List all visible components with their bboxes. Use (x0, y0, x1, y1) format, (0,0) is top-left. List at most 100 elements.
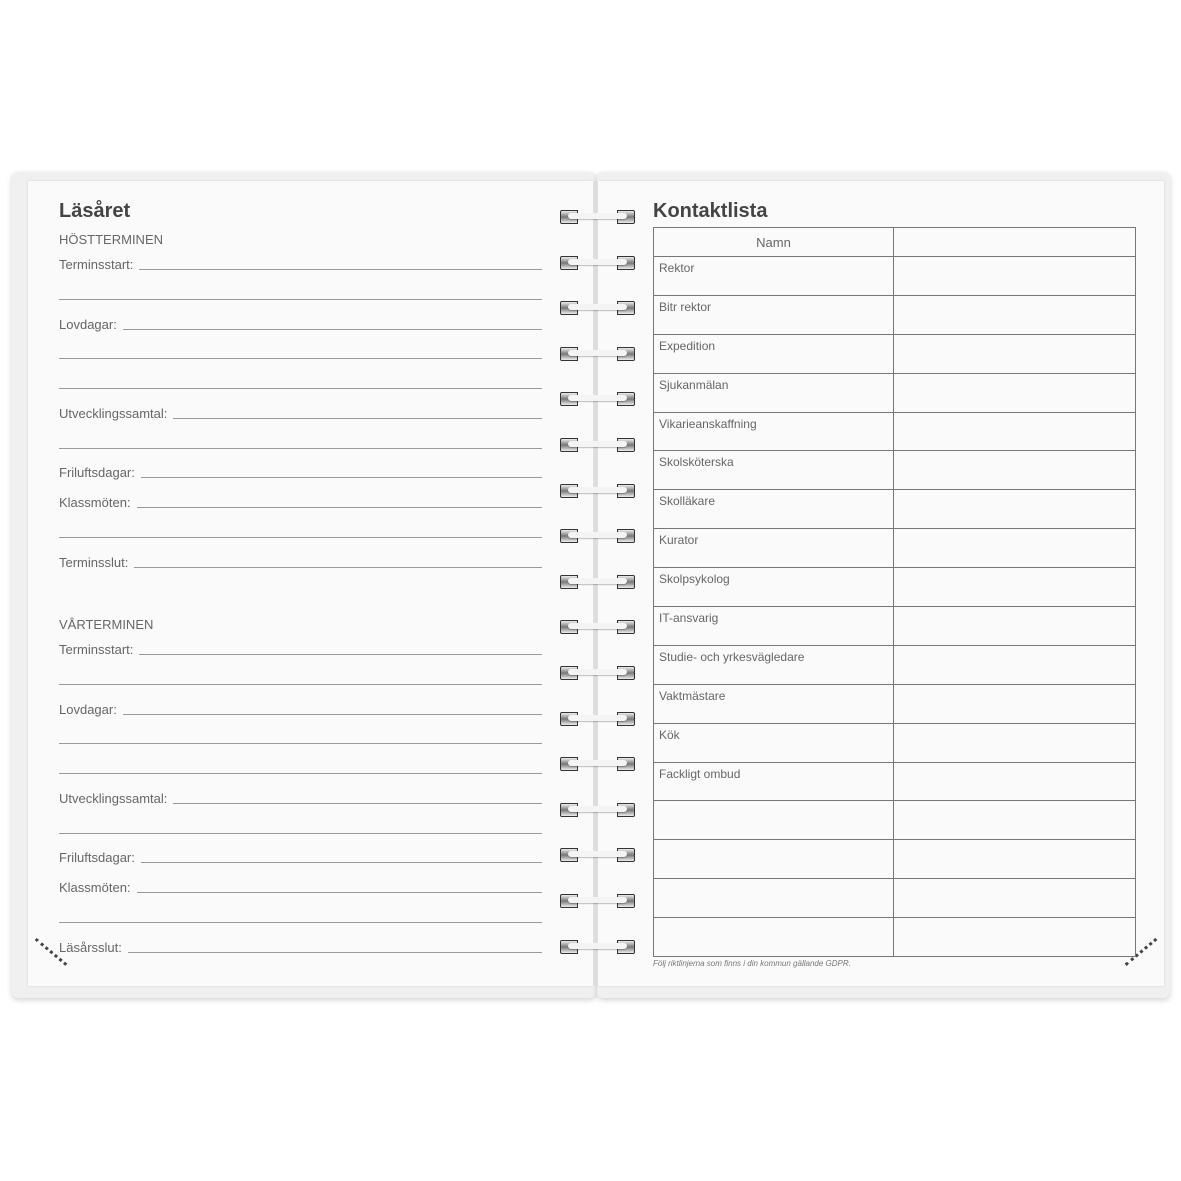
write-line[interactable] (134, 566, 542, 568)
write-line[interactable] (122, 328, 542, 330)
contact-role[interactable]: Kök (653, 722, 894, 763)
write-line[interactable] (127, 951, 542, 953)
contact-value[interactable] (893, 450, 1136, 491)
contact-role[interactable] (653, 917, 894, 958)
write-line[interactable] (139, 269, 542, 270)
contact-role[interactable]: Vikarieanskaffning (653, 411, 894, 452)
field-label: Klassmöten: (59, 880, 131, 895)
write-line[interactable] (59, 683, 542, 685)
contact-role[interactable]: Vaktmästare (653, 683, 894, 724)
contact-value[interactable] (893, 644, 1136, 685)
write-line[interactable] (59, 773, 542, 774)
form-line[interactable]: Läsårsslut: (59, 935, 542, 955)
contact-row: Sjukanmälan (653, 372, 1136, 413)
contact-value[interactable] (893, 722, 1136, 763)
contact-role[interactable]: IT-ansvarig (653, 606, 894, 646)
write-line[interactable] (59, 536, 542, 538)
write-line[interactable] (59, 358, 542, 360)
contact-value[interactable] (893, 256, 1136, 296)
spiral-ring (560, 802, 635, 817)
contact-row: Vikarieanskaffning (653, 411, 1136, 452)
spiral-ring (560, 620, 635, 635)
contact-role[interactable]: Rektor (653, 256, 894, 296)
spiral-ring (560, 529, 635, 544)
contact-row: Bitr rektor (653, 294, 1136, 335)
form-line[interactable]: Utvecklingssamtal: (59, 401, 542, 421)
spiral-ring (560, 210, 635, 224)
contact-value[interactable] (893, 800, 1136, 841)
form-line[interactable]: Friluftsdagar: (59, 460, 542, 480)
form-line[interactable] (59, 431, 542, 451)
contact-role[interactable] (653, 800, 894, 841)
write-line[interactable] (59, 388, 542, 389)
contact-row: Kök (653, 722, 1136, 763)
form-line[interactable] (59, 341, 542, 361)
contact-role[interactable]: Kurator (653, 528, 894, 569)
write-line[interactable] (136, 892, 542, 893)
write-line[interactable] (173, 802, 542, 804)
contact-role[interactable]: Fackligt ombud (653, 761, 894, 802)
form-line[interactable]: Lovdagar: (59, 697, 542, 717)
write-line[interactable] (122, 713, 542, 715)
contact-role[interactable]: Bitr rektor (653, 294, 894, 335)
form-line[interactable] (59, 756, 542, 776)
form-line[interactable] (59, 667, 542, 687)
contact-value[interactable] (893, 411, 1136, 452)
contact-value[interactable] (893, 606, 1136, 646)
contact-role[interactable] (653, 839, 894, 880)
write-line[interactable] (173, 417, 542, 419)
contact-role[interactable]: Expedition (653, 333, 894, 374)
write-line[interactable] (136, 507, 542, 508)
form-line[interactable] (59, 520, 542, 540)
form-line[interactable] (59, 282, 542, 302)
write-line[interactable] (59, 743, 542, 745)
table-header-row: Namn (653, 227, 1136, 257)
contact-role[interactable]: Skolläkare (653, 489, 894, 530)
contact-role[interactable]: Skolsköterska (653, 450, 894, 491)
spiral-ring (560, 711, 635, 726)
form-line[interactable] (59, 905, 542, 925)
contact-value[interactable] (893, 528, 1136, 569)
write-line[interactable] (59, 921, 542, 923)
form-line[interactable]: Klassmöten: (59, 490, 542, 510)
write-line[interactable] (59, 298, 542, 300)
write-line[interactable] (139, 654, 542, 655)
contact-value[interactable] (893, 333, 1136, 374)
form-line[interactable]: Utvecklingssamtal: (59, 786, 542, 806)
contact-table: Namn Rektor Bitr rektor Expedition Sjukanmä… (653, 227, 1136, 958)
contact-role[interactable] (653, 878, 894, 919)
form-line[interactable]: Terminsslut: (59, 550, 542, 570)
contact-value[interactable] (893, 761, 1136, 802)
contact-value[interactable] (893, 294, 1136, 335)
contact-value[interactable] (893, 917, 1136, 958)
form-line[interactable] (59, 371, 542, 391)
form-line[interactable] (59, 726, 542, 746)
form-line[interactable]: Terminsstart: (59, 252, 542, 272)
contact-row: Kurator (653, 528, 1136, 569)
spiral-ring (560, 438, 635, 452)
contact-row: Skolpsykolog (653, 567, 1136, 608)
field-label: Friluftsdagar: (59, 465, 135, 481)
contact-value[interactable] (893, 372, 1136, 413)
contact-value[interactable] (893, 567, 1136, 608)
field-label: Lovdagar: (59, 701, 117, 717)
field-label: Lovdagar: (59, 316, 117, 332)
contact-value[interactable] (893, 683, 1136, 724)
form-line[interactable]: Terminsstart: (59, 637, 542, 657)
contact-role[interactable]: Sjukanmälan (653, 372, 894, 413)
contact-value[interactable] (893, 489, 1136, 530)
spiral-ring (560, 848, 635, 863)
write-line[interactable] (140, 862, 542, 864)
contact-role[interactable]: Skolpsykolog (653, 567, 894, 608)
write-line[interactable] (140, 477, 542, 479)
form-line[interactable]: Klassmöten: (59, 875, 542, 895)
form-line[interactable] (59, 816, 542, 836)
write-line[interactable] (59, 447, 542, 449)
contact-value[interactable] (893, 878, 1136, 919)
write-line[interactable] (59, 832, 542, 834)
contact-row: Skolläkare (653, 489, 1136, 530)
contact-role[interactable]: Studie- och yrkesvägledare (653, 644, 894, 685)
contact-value[interactable] (893, 839, 1136, 880)
form-line[interactable]: Lovdagar: (59, 312, 542, 332)
form-line[interactable]: Friluftsdagar: (59, 845, 542, 865)
